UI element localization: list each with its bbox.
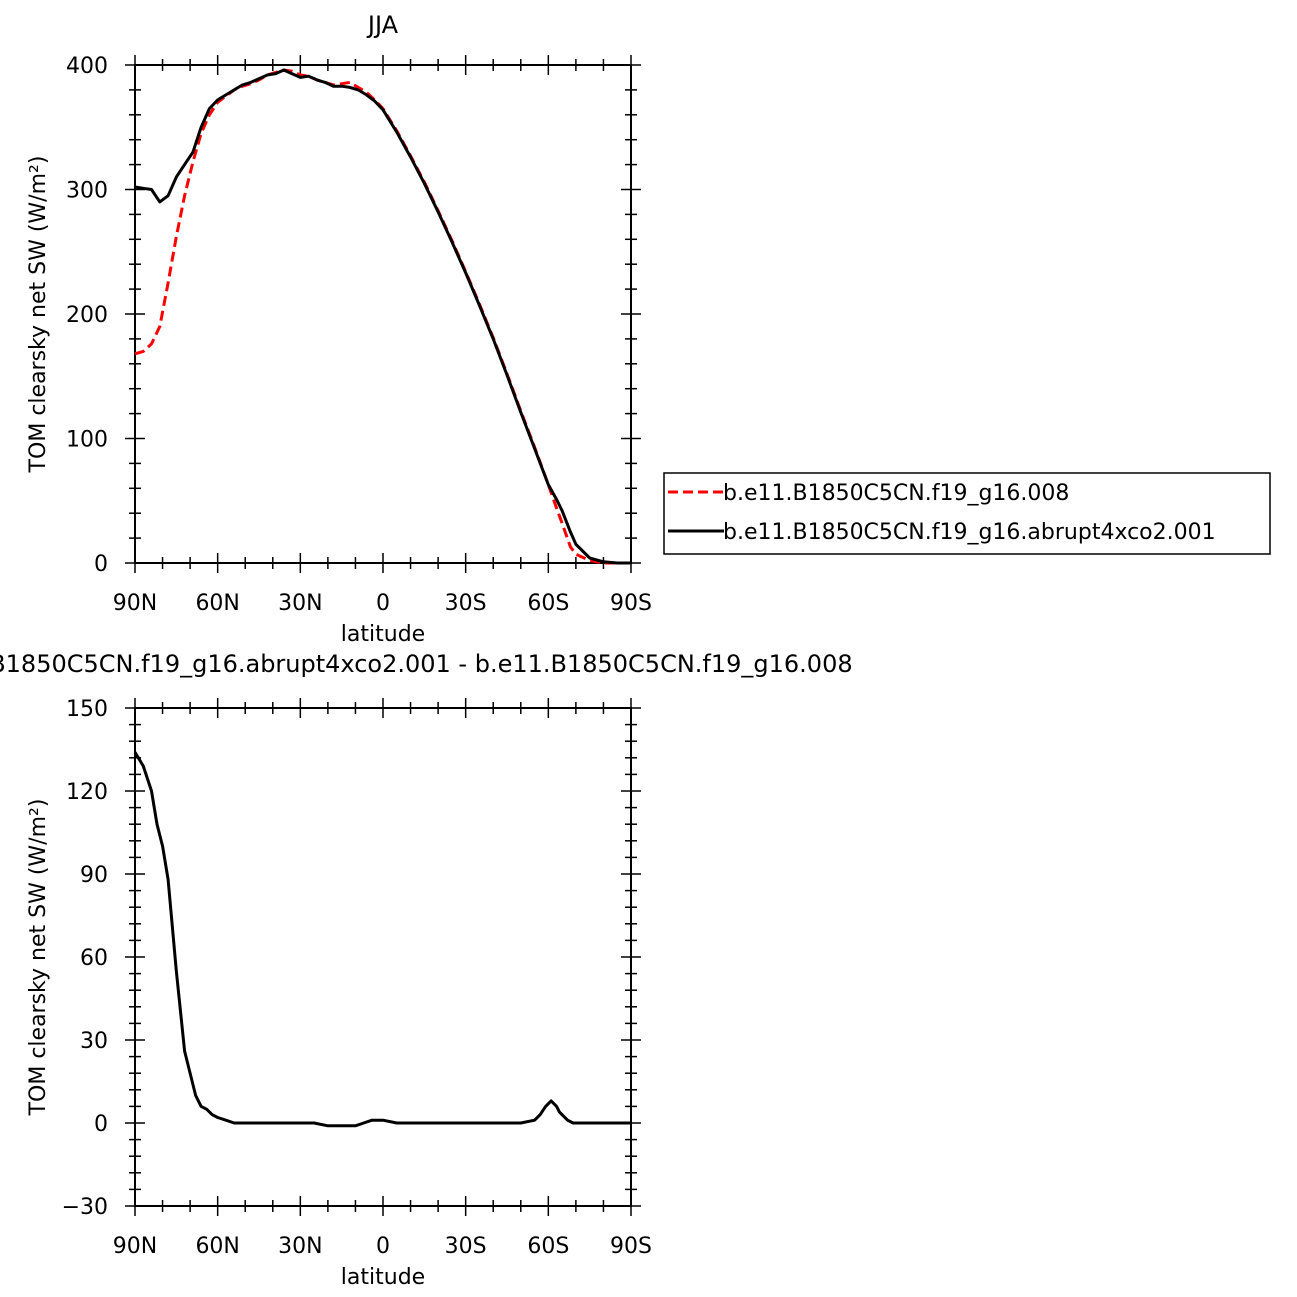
top-chart-title: JJA [366, 11, 399, 39]
x-tick-label: 60S [527, 1234, 569, 1259]
x-tick-label: 60S [527, 591, 569, 616]
x-tick-label: 90N [113, 591, 157, 616]
series-line [134, 68, 631, 565]
x-tick-label: 90S [610, 591, 652, 616]
y-tick-label: 90 [80, 863, 108, 888]
y-tick-label: 300 [66, 179, 108, 204]
x-tick-label: 90N [113, 1234, 157, 1259]
series-line [134, 68, 631, 565]
x-tick-label: 30S [445, 1234, 487, 1259]
top-x-ticks: 90N 60N 30N 0 30S 60S 90S [113, 55, 652, 616]
y-tick-label: −30 [62, 1195, 108, 1220]
y-tick-label: 60 [80, 946, 108, 971]
y-tick-label: 100 [66, 428, 108, 453]
bottom-plot-frame [134, 707, 632, 1207]
bottom-x-axis-label: latitude [341, 1265, 425, 1290]
x-tick-label: 30S [445, 591, 487, 616]
bottom-chart-title: b.e11.B1850C5CN.f19_g16.abrupt4xco2.001 … [0, 650, 853, 678]
top-plot-frame [134, 64, 632, 564]
x-tick-label: 60N [195, 1234, 239, 1259]
bottom-series-layer [133, 751, 631, 1128]
top-panel: JJA 90N 60N 30N 0 30S 60S 90S 0 100 200 300 400 la… [26, 11, 1271, 647]
y-tick-label: 120 [66, 780, 108, 805]
legend-label-control: b.e11.B1850C5CN.f19_g16.008 [723, 481, 1069, 506]
x-tick-label: 30N [278, 1234, 322, 1259]
x-tick-label: 60N [195, 591, 239, 616]
x-tick-label: 0 [376, 591, 390, 616]
legend-label-abrupt4xco2: b.e11.B1850C5CN.f19_g16.abrupt4xco2.001 [723, 520, 1216, 545]
x-tick-label: 90S [610, 1234, 652, 1259]
top-y-axis-label: TOM clearsky net SW (W/m²) [26, 156, 51, 474]
x-tick-label: 30N [278, 591, 322, 616]
bottom-panel: b.e11.B1850C5CN.f19_g16.abrupt4xco2.001 … [0, 650, 853, 1290]
bottom-y-ticks: −30 0 30 60 90 120 150 [62, 697, 641, 1220]
series-line [133, 751, 631, 1128]
y-tick-label: 400 [66, 54, 108, 79]
top-series-layer [134, 68, 631, 565]
y-tick-label: 0 [94, 1112, 108, 1137]
legend: b.e11.B1850C5CN.f19_g16.008 b.e11.B1850C… [663, 472, 1271, 555]
bottom-x-ticks: 90N 60N 30N 0 30S 60S 90S [113, 698, 652, 1259]
y-tick-label: 0 [94, 552, 108, 577]
y-tick-label: 150 [66, 697, 108, 722]
x-tick-label: 0 [376, 1234, 390, 1259]
top-y-ticks: 0 100 200 300 400 [66, 54, 641, 577]
bottom-y-axis-label: TOM clearsky net SW (W/m²) [26, 799, 51, 1117]
legend-box [663, 472, 1271, 555]
y-tick-label: 30 [80, 1029, 108, 1054]
y-tick-label: 200 [66, 303, 108, 328]
top-x-axis-label: latitude [341, 622, 425, 647]
